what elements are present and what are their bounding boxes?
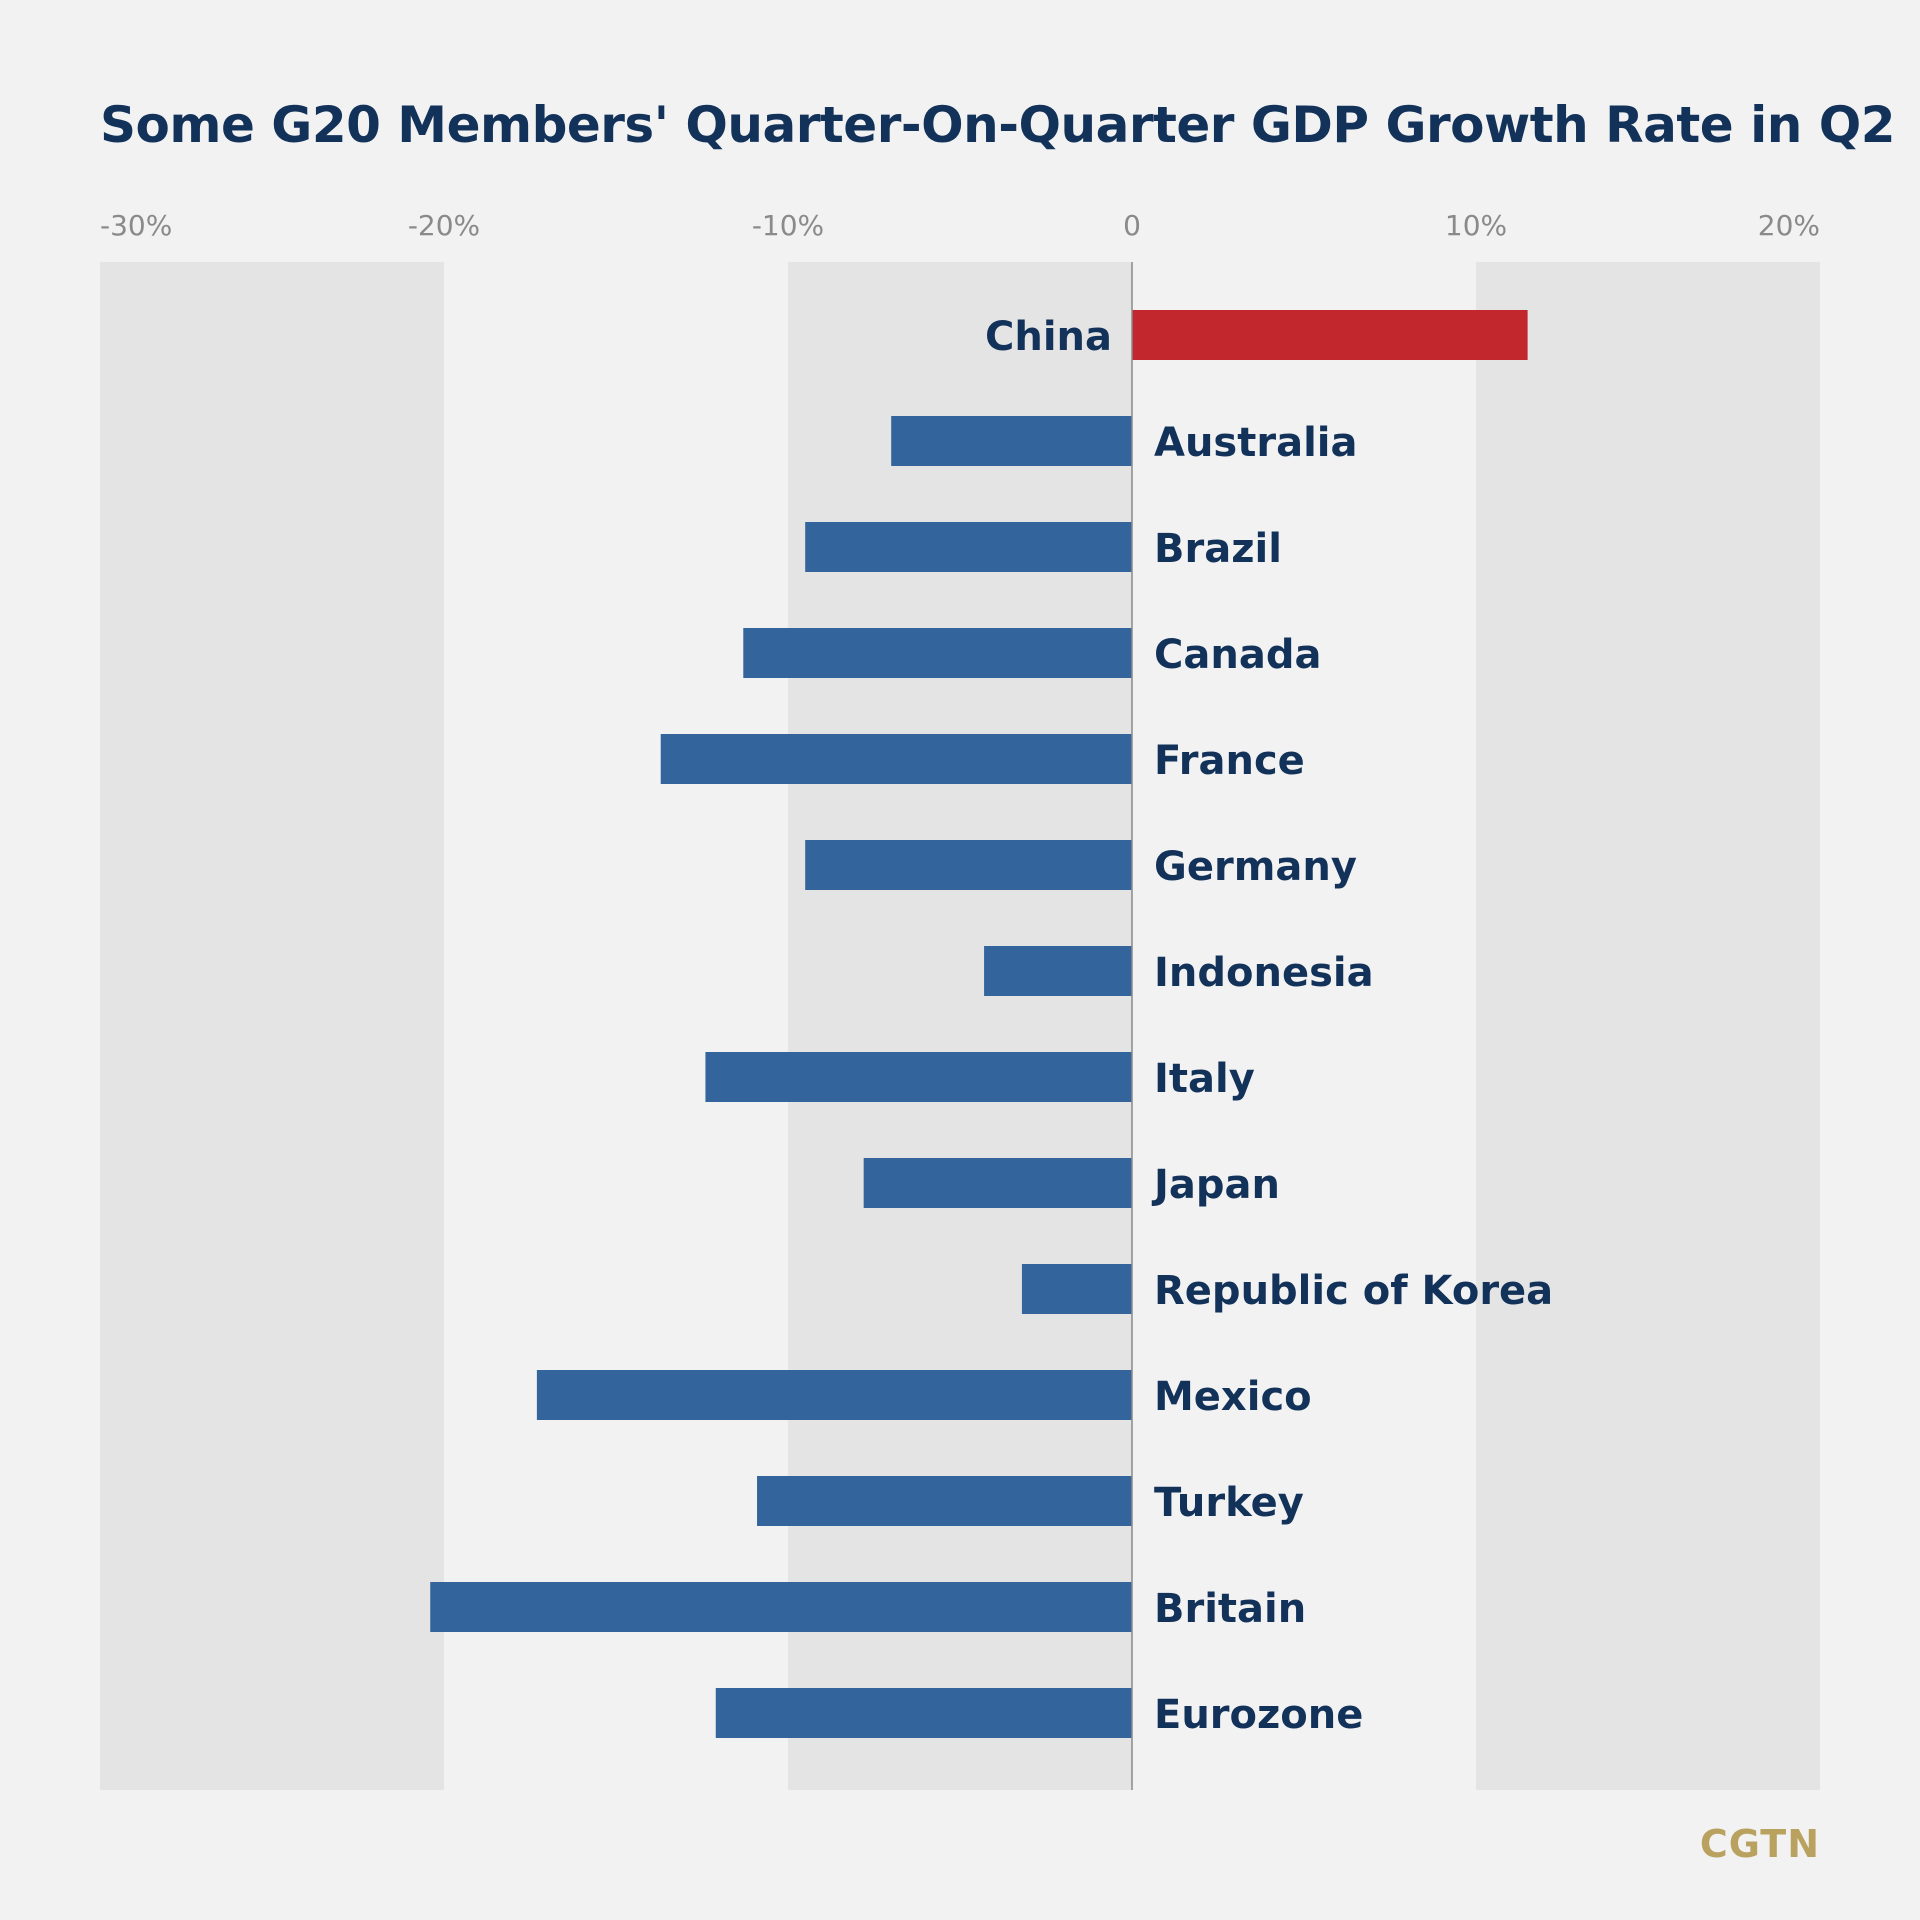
category-label: Britain — [1154, 1586, 1306, 1632]
x-tick-label: 20% — [1758, 209, 1820, 242]
category-label: Eurozone — [1154, 1692, 1363, 1738]
category-label: China — [985, 314, 1112, 360]
category-label: Mexico — [1154, 1374, 1312, 1420]
category-label: Brazil — [1154, 526, 1282, 572]
category-label: Italy — [1154, 1056, 1255, 1102]
category-label: Indonesia — [1154, 950, 1374, 996]
bar — [757, 1476, 1132, 1526]
bar — [891, 416, 1132, 466]
x-tick-label: -20% — [408, 209, 480, 242]
cgtn-logo: CGTN — [1699, 1822, 1820, 1866]
bar — [1021, 1264, 1132, 1314]
background-band — [788, 262, 1132, 1790]
category-label: Turkey — [1154, 1480, 1304, 1526]
bar — [660, 734, 1132, 784]
category-label: Germany — [1154, 844, 1357, 890]
bar — [984, 946, 1132, 996]
category-label: Japan — [1151, 1162, 1280, 1208]
background-band — [100, 262, 444, 1790]
bar — [705, 1052, 1132, 1102]
category-label: Australia — [1154, 420, 1358, 466]
x-tick-label: -30% — [100, 209, 172, 242]
bar — [743, 628, 1132, 678]
category-label: Canada — [1154, 632, 1321, 678]
bar — [805, 840, 1132, 890]
chart-title: Some G20 Members' Quarter-On-Quarter GDP… — [100, 96, 1896, 154]
bar — [1132, 310, 1528, 360]
background-band — [1476, 262, 1820, 1790]
background-bands — [100, 262, 1820, 1790]
x-axis-ticks: -30% -20% -10% 0 10% 20% — [100, 209, 1820, 242]
bar — [715, 1688, 1132, 1738]
x-tick-label: 10% — [1445, 209, 1507, 242]
bars — [430, 310, 1528, 1738]
x-tick-label: 0 — [1123, 209, 1141, 242]
bar — [536, 1370, 1132, 1420]
category-label: France — [1154, 738, 1305, 784]
category-label: Republic of Korea — [1154, 1268, 1553, 1314]
category-labels: China Australia Brazil Canada France Germany I… — [985, 314, 1553, 1738]
bar — [430, 1582, 1132, 1632]
bar — [863, 1158, 1132, 1208]
bar — [805, 522, 1132, 572]
x-tick-label: -10% — [752, 209, 824, 242]
